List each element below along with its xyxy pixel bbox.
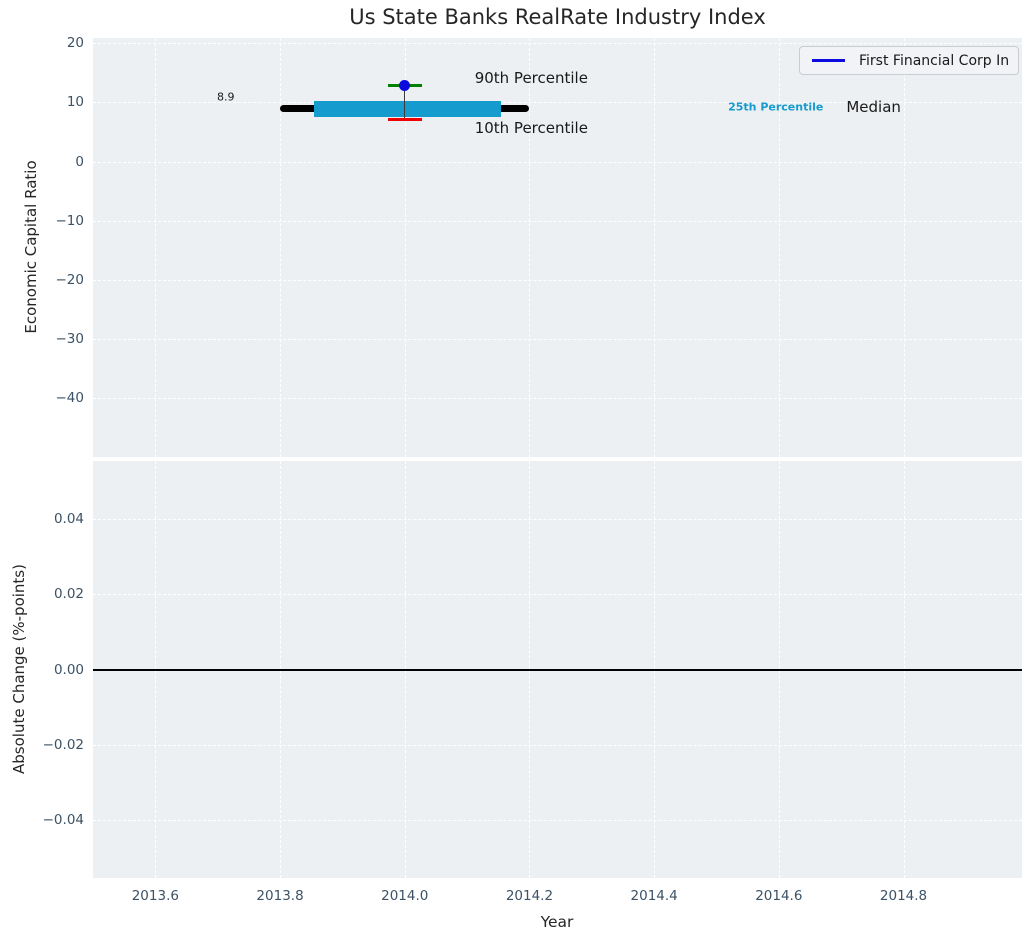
gridline-x bbox=[529, 38, 531, 457]
x-tick-label: 2013.8 bbox=[256, 888, 304, 904]
annotation-median: Median bbox=[846, 97, 901, 116]
y-tick-label: −30 bbox=[55, 330, 85, 347]
y-tick-label: 0.00 bbox=[53, 661, 84, 678]
y-axis-label-top: Economic Capital Ratio bbox=[22, 160, 40, 334]
gridline-y bbox=[93, 161, 1022, 163]
x-tick-label: 2014.0 bbox=[381, 888, 429, 904]
y-tick-label: −40 bbox=[55, 389, 85, 406]
gridline-x bbox=[778, 38, 780, 457]
x-tick-label: 2014.2 bbox=[505, 888, 554, 904]
top-subplot-economic-capital-ratio bbox=[93, 38, 1022, 457]
y-tick-label: 0.04 bbox=[53, 511, 84, 528]
x-tick-label: 2014.6 bbox=[755, 888, 803, 904]
y-tick-label: −10 bbox=[55, 212, 85, 229]
gridline-y bbox=[93, 594, 1022, 596]
y-tick-label: −20 bbox=[55, 271, 85, 288]
gridline-y bbox=[93, 220, 1022, 222]
percentile-band-25-75 bbox=[314, 101, 502, 117]
gridline-x bbox=[404, 38, 406, 457]
gridline-x bbox=[903, 38, 905, 457]
gridline-y bbox=[93, 397, 1022, 399]
y-tick-label: −0.04 bbox=[42, 811, 84, 828]
legend-line-sample-icon bbox=[812, 59, 845, 62]
gridline-y bbox=[93, 43, 1022, 45]
y-tick-label: 10 bbox=[66, 94, 84, 111]
legend-entry-label: First Financial Corp In bbox=[859, 52, 1010, 69]
annotation-10th-percentile: 10th Percentile bbox=[474, 119, 588, 138]
y-tick-label: −0.02 bbox=[42, 736, 84, 753]
company-data-point bbox=[399, 80, 411, 92]
y-tick-label: 20 bbox=[66, 35, 84, 52]
x-tick-label: 2014.8 bbox=[879, 888, 928, 904]
errorbar-bottom-cap bbox=[387, 117, 422, 121]
annotation-8-9: 8.9 bbox=[217, 90, 235, 104]
gridline-x bbox=[654, 38, 656, 457]
errorbar-stem bbox=[403, 85, 406, 120]
zero-change-line bbox=[93, 668, 1022, 671]
gridline-y bbox=[93, 819, 1022, 821]
gridline-y bbox=[93, 102, 1022, 104]
y-tick-label: 0 bbox=[75, 153, 84, 170]
chart-title: Us State Banks RealRate Industry Index bbox=[349, 5, 766, 29]
annotation-25th-percentile: 25th Percentile bbox=[728, 100, 824, 114]
gridline-x bbox=[155, 38, 157, 457]
gridline-y bbox=[93, 519, 1022, 521]
gridline-y bbox=[93, 279, 1022, 281]
y-tick-label: 0.02 bbox=[53, 586, 84, 603]
gridline-y bbox=[93, 744, 1022, 746]
bottom-subplot-absolute-change bbox=[93, 461, 1022, 878]
gridline-x bbox=[280, 38, 282, 457]
legend-box: First Financial Corp In bbox=[799, 46, 1019, 75]
annotation-90th-percentile: 90th Percentile bbox=[474, 69, 588, 88]
gridline-y bbox=[93, 338, 1022, 340]
x-axis-label: Year bbox=[540, 913, 574, 931]
x-tick-label: 2014.4 bbox=[630, 888, 678, 904]
x-tick-label: 2013.6 bbox=[131, 888, 179, 904]
